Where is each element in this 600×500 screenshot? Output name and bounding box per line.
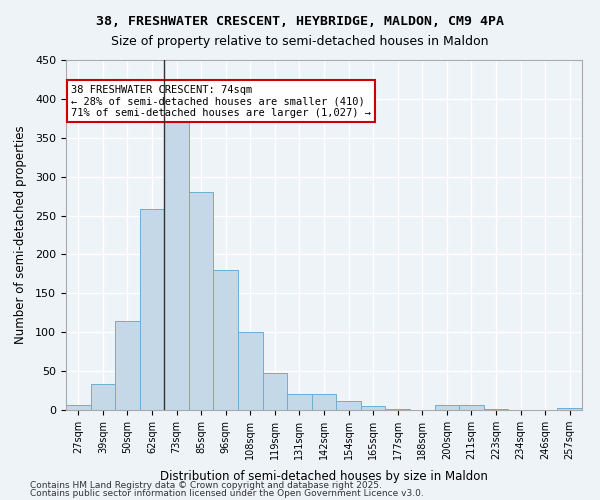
Bar <box>66 406 91 410</box>
Text: Size of property relative to semi-detached houses in Maldon: Size of property relative to semi-detach… <box>111 35 489 48</box>
Bar <box>263 374 287 410</box>
X-axis label: Distribution of semi-detached houses by size in Maldon: Distribution of semi-detached houses by … <box>160 470 488 484</box>
Bar <box>287 394 312 410</box>
Bar <box>385 409 410 410</box>
Text: Contains public sector information licensed under the Open Government Licence v3: Contains public sector information licen… <box>30 488 424 498</box>
Text: Contains HM Land Registry data © Crown copyright and database right 2025.: Contains HM Land Registry data © Crown c… <box>30 481 382 490</box>
Text: 38, FRESHWATER CRESCENT, HEYBRIDGE, MALDON, CM9 4PA: 38, FRESHWATER CRESCENT, HEYBRIDGE, MALD… <box>96 15 504 28</box>
Y-axis label: Number of semi-detached properties: Number of semi-detached properties <box>14 126 27 344</box>
Bar <box>189 192 214 410</box>
Bar <box>557 408 582 410</box>
Bar <box>336 402 361 410</box>
Bar <box>361 406 385 410</box>
Bar <box>434 404 459 410</box>
Bar <box>459 404 484 410</box>
Bar <box>140 210 164 410</box>
Bar <box>214 270 238 410</box>
Bar <box>484 409 508 410</box>
Bar <box>164 116 189 410</box>
Bar <box>238 332 263 410</box>
Bar <box>312 394 336 410</box>
Bar <box>91 384 115 410</box>
Text: 38 FRESHWATER CRESCENT: 74sqm
← 28% of semi-detached houses are smaller (410)
71: 38 FRESHWATER CRESCENT: 74sqm ← 28% of s… <box>71 84 371 117</box>
Bar <box>115 320 140 410</box>
